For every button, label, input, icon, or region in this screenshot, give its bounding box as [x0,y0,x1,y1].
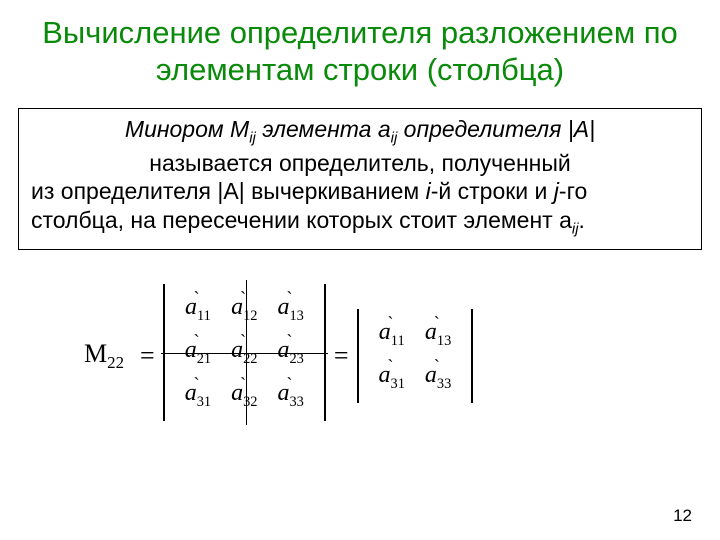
def-l4a: столбца, на пересечении которых стоит эл… [31,207,572,233]
def-l4b: . [579,207,585,233]
def-l4sub: ij [572,221,579,238]
matrix-cell: `a33 [415,356,461,399]
matrix-cell: `a31 [175,374,221,417]
def-l3c: -го [559,178,587,204]
definition-line-2: называется определитель, полученный [29,149,691,178]
minor-formula: M22 = `a11`a12`a13`a21`a22`a23`a31`a32`a… [84,284,473,427]
equals-2: = [334,341,349,371]
minor-sub: ij [249,130,256,147]
element-word: элемента a [256,116,391,142]
row-strike [161,353,328,354]
col-strike [246,280,247,424]
definition-line-4: столбца, на пересечении которых стоит эл… [29,206,691,239]
matrix-cell: `a11 [175,288,221,331]
equals-1: = [140,341,155,371]
matrix-cell: `a13 [415,313,461,356]
det-3x3-wrap: `a11`a12`a13`a21`a22`a23`a31`a32`a33 [163,284,326,427]
definition-line-3: из определителя |A| вычеркиванием i-й ст… [29,177,691,206]
matrix-cell: `a13 [267,288,313,331]
formula-area: M22 = `a11`a12`a13`a21`a22`a23`a31`a32`a… [0,284,720,444]
definition-line-1: Минором Mij элемента aij определителя |A… [29,115,691,148]
det-2x2: `a11`a13`a31`a33 [357,309,474,403]
def-l3a: из определителя |A| вычеркиванием [31,178,426,204]
matrix-cell: `a31 [369,356,415,399]
det-word: определителя |A| [397,116,595,142]
matrix-cell: `a32 [221,374,267,417]
minor-label: M22 [84,339,124,373]
det-3x3: `a11`a12`a13`a21`a22`a23`a31`a32`a33 [163,284,326,420]
def-l3b: -й строки и [431,178,554,204]
definition-box: Минором Mij элемента aij определителя |A… [18,108,702,250]
det-2x2-table: `a11`a13`a31`a33 [369,313,462,399]
minor-label-sub: 22 [107,353,124,372]
minor-label-base: M [84,339,107,368]
page-number: 12 [673,506,692,526]
minor-word: Минором M [125,116,249,142]
matrix-cell: `a33 [267,374,313,417]
matrix-cell: `a12 [221,288,267,331]
slide-title: Вычисление определителя разложением по э… [0,0,720,98]
matrix-cell: `a11 [369,313,415,356]
